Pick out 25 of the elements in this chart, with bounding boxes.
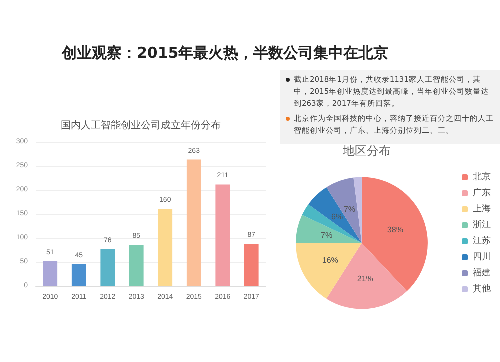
data-label: 38% — [387, 225, 404, 234]
legend-label: 浙江 — [473, 220, 491, 230]
bar — [216, 184, 230, 286]
chart-title: 国内人工智能创业公司成立年份分布 — [61, 120, 221, 132]
legend-label: 四川 — [473, 252, 491, 262]
legend-label: 北京 — [473, 172, 491, 182]
bar — [43, 262, 58, 286]
legend-label: 福建 — [473, 268, 491, 278]
data-label: 7% — [321, 230, 333, 240]
bar — [129, 245, 144, 286]
bar — [244, 244, 259, 286]
chart-title: 地区分布 — [342, 144, 391, 158]
text: 创业观察：2015年最火热，半数公司集中在北京 — [62, 44, 389, 63]
legend-label: 上海 — [473, 204, 491, 214]
legend-label: 广东 — [473, 188, 491, 198]
data-label: 16% — [322, 256, 338, 266]
data-label: 6% — [332, 212, 344, 222]
legend-label: 江苏 — [473, 236, 491, 246]
bar — [158, 209, 173, 286]
data-label: 7% — [344, 204, 356, 214]
bar — [186, 160, 202, 286]
legend-label: 其他 — [473, 284, 491, 294]
data-label: 21% — [357, 274, 374, 284]
bar — [72, 264, 86, 286]
bar — [100, 250, 116, 286]
